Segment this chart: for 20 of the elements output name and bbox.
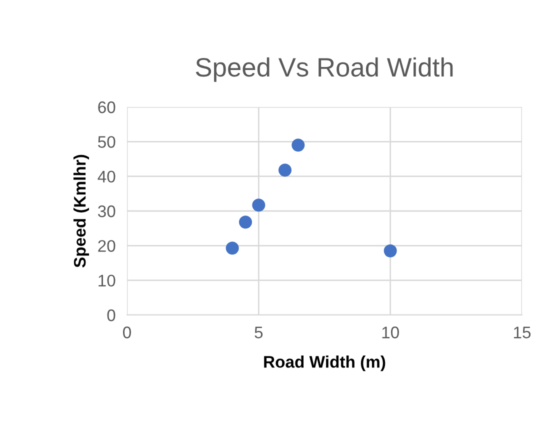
x-tick-label: 0 — [123, 326, 131, 338]
point — [384, 244, 397, 258]
x-tick-label: 10 — [382, 326, 399, 338]
y-tick-label: 40 — [98, 170, 116, 183]
x-tick-label: 5 — [254, 326, 263, 338]
y-tick-label: 20 — [98, 240, 116, 252]
x-axis-title: Road Width (m) — [264, 356, 386, 372]
y-tick-label: 10 — [98, 274, 116, 287]
y-tick-label: 60 — [98, 101, 116, 114]
point — [238, 216, 252, 229]
point — [292, 138, 305, 152]
y-tick-label: 30 — [98, 205, 116, 218]
point — [252, 198, 266, 212]
point — [226, 242, 239, 255]
y-axis-title: Speed (Kmlhr) — [73, 154, 90, 268]
chart-title: Speed Vs Road Width — [196, 57, 453, 82]
y-tick-label: 0 — [107, 309, 116, 322]
point — [278, 164, 292, 177]
y-tick-label: 50 — [98, 136, 116, 148]
x-tick-label: 15 — [514, 326, 531, 338]
